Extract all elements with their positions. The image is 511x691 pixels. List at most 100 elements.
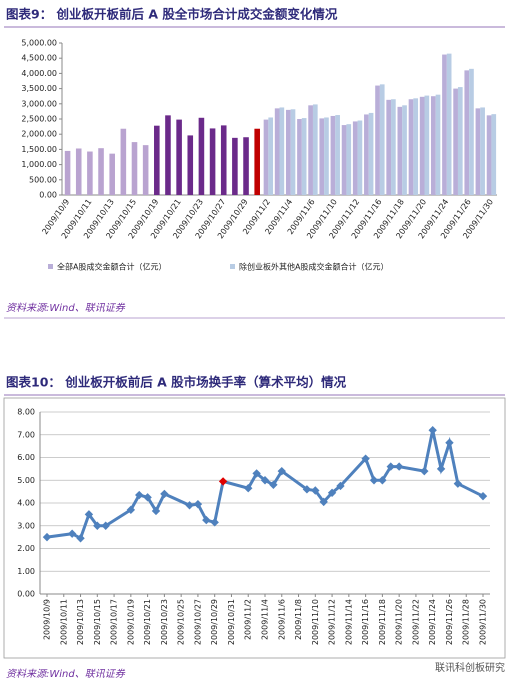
x-tick-label: 2009/10/13 xyxy=(76,599,85,645)
x-tick-label: 2009/10/25 xyxy=(177,599,186,645)
x-tick-label: 2009/11/26 xyxy=(445,599,454,645)
marker xyxy=(436,464,446,474)
marker xyxy=(386,462,395,471)
x-tick-label: 2009/11/28 xyxy=(462,599,471,645)
bar xyxy=(457,87,463,195)
bar xyxy=(324,117,329,195)
marker xyxy=(67,529,77,538)
x-tick-label: 2009/10/31 xyxy=(227,599,236,645)
chart-title: 图表9： 创业板开板前后 A 股全市场合计成交金额变化情况 xyxy=(6,7,338,22)
x-tick-label: 2009/11/2 xyxy=(244,599,253,640)
bar xyxy=(486,115,492,195)
y-tick-label: 2.00 xyxy=(17,544,35,553)
x-tick-label: 2009/10/19 xyxy=(126,599,135,645)
bar xyxy=(290,109,296,195)
bar xyxy=(379,84,385,195)
bar xyxy=(453,88,458,195)
x-tick-label: 2009/11/20 xyxy=(395,599,404,645)
y-tick-label: 6.00 xyxy=(17,453,35,462)
x-tick-label: 2009/11/10 xyxy=(311,599,320,645)
bar xyxy=(87,151,93,195)
bar xyxy=(341,125,347,195)
bar xyxy=(419,96,425,195)
marker xyxy=(135,490,144,500)
marker xyxy=(420,466,429,476)
marker xyxy=(327,488,337,497)
x-tick-label: 2009/11/14 xyxy=(344,599,353,645)
marker xyxy=(151,506,161,516)
y-tick-label: 7.00 xyxy=(17,430,35,439)
bar xyxy=(319,118,325,195)
bar xyxy=(274,108,280,195)
bar xyxy=(285,109,291,195)
y-tick-label: 8.00 xyxy=(17,408,35,417)
chart-frame xyxy=(3,397,506,659)
marker xyxy=(93,521,102,530)
x-tick-label: 2009/11/6 xyxy=(277,599,286,640)
marker xyxy=(185,501,194,510)
x-tick-label: 2009/10/27 xyxy=(193,599,202,645)
marker xyxy=(302,485,312,494)
bar xyxy=(435,94,441,195)
marker xyxy=(453,479,463,488)
marker xyxy=(445,438,454,447)
x-tick-label: 2009/10/21 xyxy=(143,599,152,645)
bar xyxy=(243,137,249,195)
x-tick-label: 2009/11/18 xyxy=(378,599,387,645)
bar xyxy=(254,128,260,195)
bar xyxy=(198,117,205,195)
y-tick-label: 3,000.00 xyxy=(21,99,57,108)
bar xyxy=(165,115,171,195)
bar xyxy=(397,106,403,195)
y-tick-label: 2,000.00 xyxy=(21,130,57,139)
bar xyxy=(98,148,104,195)
marker xyxy=(378,476,387,485)
marker xyxy=(369,476,379,485)
y-tick-label: 2,500.00 xyxy=(21,115,57,124)
bar xyxy=(375,85,380,195)
y-tick-label: 5.00 xyxy=(17,476,35,485)
x-tick-label: 2009/11/8 xyxy=(294,599,303,640)
bar xyxy=(464,70,470,195)
source: 资料来源:Wind、联讯证券 xyxy=(6,668,126,680)
bar xyxy=(263,119,269,195)
bar xyxy=(442,54,447,195)
marker xyxy=(428,426,437,435)
bar xyxy=(279,107,285,195)
legend-label: 全部A股成交金额合计（亿元） xyxy=(57,262,166,272)
bar xyxy=(176,119,182,195)
bar xyxy=(364,114,369,195)
bar xyxy=(297,119,302,195)
y-tick-label: 0.00 xyxy=(17,590,35,599)
marker xyxy=(84,510,94,519)
bar xyxy=(142,145,149,195)
marker xyxy=(260,476,270,485)
marker xyxy=(277,466,286,476)
y-tick-label: 1,500.00 xyxy=(21,145,57,154)
marker xyxy=(319,497,328,507)
marker xyxy=(42,532,52,542)
x-tick-label: 2009/10/29 xyxy=(210,599,219,645)
marker xyxy=(143,493,152,502)
bar xyxy=(386,99,392,195)
bar xyxy=(268,117,274,195)
x-tick-label: 2009/11/16 xyxy=(361,599,370,645)
bar xyxy=(75,148,82,195)
x-tick-label: 2009/11/22 xyxy=(411,599,420,645)
y-tick-label: 3,500.00 xyxy=(21,84,57,93)
bar xyxy=(368,112,374,195)
legend-label: 除创业板外其他A股成交金额合计（亿元） xyxy=(239,262,388,272)
bar xyxy=(312,104,318,195)
marker xyxy=(126,505,136,515)
chart-title: 图表10： 创业板开板前后 A 股市场换手率（算术平均）情况 xyxy=(6,375,347,390)
marker xyxy=(193,499,203,509)
bar xyxy=(109,153,115,195)
bar xyxy=(187,135,194,195)
bar xyxy=(154,125,160,195)
bar xyxy=(209,128,216,195)
y-tick-label: 1.00 xyxy=(17,567,35,576)
marker xyxy=(311,486,320,495)
y-tick-label: 1,000.00 xyxy=(21,160,57,169)
bar xyxy=(446,53,452,195)
